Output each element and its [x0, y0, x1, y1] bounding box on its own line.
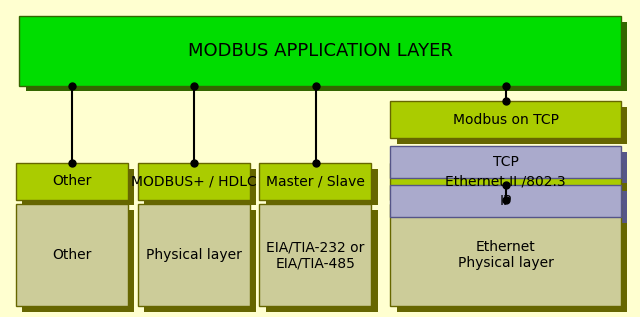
Bar [259, 163, 371, 200]
Bar [266, 169, 378, 205]
Bar [144, 210, 256, 312]
Bar [397, 210, 627, 312]
Text: Ethernet II /802.3: Ethernet II /802.3 [445, 174, 566, 189]
Bar [390, 185, 621, 217]
Text: EIA/TIA-232 or
EIA/TIA-485: EIA/TIA-232 or EIA/TIA-485 [266, 240, 364, 270]
Bar [138, 204, 250, 306]
Bar [390, 101, 621, 138]
Bar [22, 210, 134, 312]
Text: IP: IP [499, 194, 512, 208]
Text: Master / Slave: Master / Slave [266, 174, 365, 189]
Bar [390, 146, 621, 178]
Text: Modbus on TCP: Modbus on TCP [452, 113, 559, 127]
Bar [390, 163, 621, 200]
Bar [19, 16, 621, 86]
Bar [22, 169, 134, 205]
Bar [16, 204, 128, 306]
Text: MODBUS APPLICATION LAYER: MODBUS APPLICATION LAYER [188, 42, 452, 60]
Bar [397, 107, 627, 144]
Bar [144, 169, 256, 205]
Bar [16, 163, 128, 200]
Text: Other: Other [52, 248, 92, 262]
Text: Ethernet
Physical layer: Ethernet Physical layer [458, 240, 554, 270]
Text: TCP: TCP [493, 155, 518, 169]
Text: Physical layer: Physical layer [146, 248, 241, 262]
Text: MODBUS+ / HDLC: MODBUS+ / HDLC [131, 174, 257, 189]
Bar [138, 163, 250, 200]
Bar [397, 191, 627, 223]
Bar [397, 152, 627, 183]
Bar [397, 169, 627, 205]
Bar [266, 210, 378, 312]
Bar [259, 204, 371, 306]
Bar [26, 22, 627, 91]
Text: Other: Other [52, 174, 92, 189]
Bar [390, 204, 621, 306]
